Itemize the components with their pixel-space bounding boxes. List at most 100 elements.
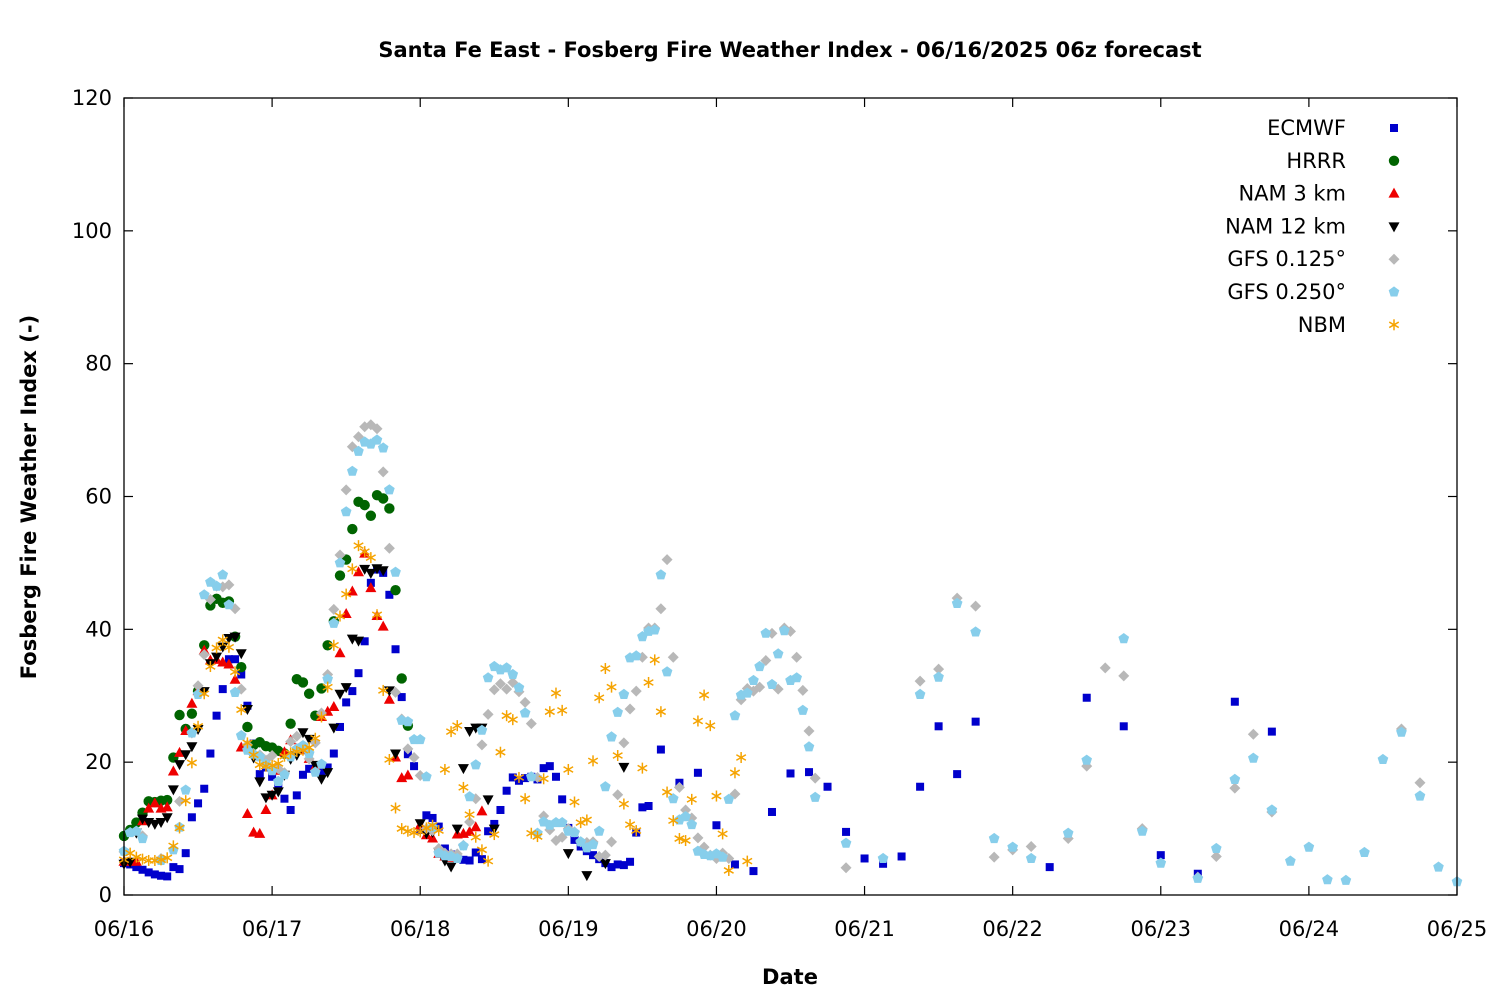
point-nam-3-km (396, 772, 408, 783)
point-nam-3-km (260, 803, 272, 814)
point-nam-12-km (377, 566, 389, 577)
point-gfs-0-250 (556, 817, 568, 828)
point-gfs-0-250 (223, 599, 235, 610)
point-gfs-0-125 (494, 678, 506, 690)
point-nam-3-km (241, 807, 253, 818)
point-nbm (686, 793, 697, 805)
point-hrrr (186, 708, 198, 719)
point-hrrr (285, 718, 296, 729)
point-nam-12-km (260, 793, 272, 804)
point-gfs-0-250 (729, 710, 741, 721)
point-gfs-0-125 (1118, 670, 1130, 682)
point-ecmwf (305, 764, 314, 773)
point-nbm (519, 793, 531, 805)
legend-label-nam-3-km: NAM 3 km (1238, 182, 1346, 206)
point-gfs-0-125 (266, 750, 278, 762)
point-nbm (371, 609, 383, 621)
point-nam-12-km (315, 774, 327, 785)
legend-marker-gfs-0-125 (1388, 253, 1400, 265)
point-nam-12-km (464, 726, 476, 737)
point-ecmwf (268, 772, 277, 781)
point-gfs-0-125 (791, 651, 803, 663)
point-hrrr (334, 570, 346, 581)
point-nam-12-km (303, 734, 315, 745)
point-ecmwf (212, 711, 221, 720)
point-ecmwf (323, 763, 332, 772)
point-nbm (316, 711, 327, 723)
point-gfs-0-250 (1377, 753, 1389, 764)
point-ecmwf (496, 805, 505, 814)
point-gfs-0-250 (600, 781, 611, 792)
point-nam-3-km (161, 801, 173, 812)
point-gfs-0-125 (680, 804, 692, 816)
y-tick-label: 120 (72, 86, 112, 110)
point-nam-12-km (211, 652, 223, 663)
point-gfs-0-125 (476, 739, 488, 751)
point-nam-12-km (482, 795, 494, 806)
point-ecmwf (150, 870, 159, 879)
point-hrrr (377, 493, 389, 504)
point-gfs-0-125 (673, 781, 685, 793)
legend: ECMWF HRRR NAM 3 km NAM 12 km GFS 0.125° GFS … (1225, 116, 1400, 337)
point-gfs-0-250 (593, 825, 605, 836)
point-gfs-0-250 (914, 688, 926, 699)
point-gfs-0-250 (661, 666, 673, 677)
point-nbm (254, 759, 265, 771)
point-nam-3-km (383, 693, 395, 704)
point-nbm (322, 681, 333, 693)
point-gfs-0-125 (402, 743, 414, 755)
point-nam-12-km (390, 749, 402, 760)
point-nbm (297, 744, 309, 756)
point-nbm (600, 663, 611, 675)
x-tick-label: 06/18 (390, 917, 451, 941)
point-nam-3-km (223, 658, 235, 669)
point-nam-12-km (155, 817, 167, 828)
point-gfs-0-250 (1118, 633, 1130, 644)
point-ecmwf (570, 835, 579, 844)
point-gfs-0-250 (482, 672, 494, 683)
point-hrrr (297, 677, 309, 688)
point-gfs-0-250 (211, 580, 222, 591)
x-tick-label: 06/19 (538, 917, 599, 941)
point-gfs-0-125 (285, 736, 297, 748)
point-nam-3-km (167, 765, 179, 776)
point-nbm (476, 844, 488, 856)
point-nam-12-km (322, 768, 334, 779)
point-nbm (378, 684, 389, 696)
point-ecmwf (292, 791, 301, 800)
point-gfs-0-250 (606, 731, 617, 742)
point-gfs-0-250 (347, 465, 358, 476)
point-gfs-0-250 (198, 589, 210, 600)
point-ecmwf (144, 868, 153, 877)
point-nam-12-km (562, 849, 574, 860)
x-tick-label: 06/17 (242, 917, 303, 941)
point-hrrr (161, 794, 173, 806)
point-ecmwf (508, 773, 517, 782)
point-gfs-0-125 (192, 680, 204, 692)
point-ecmwf (132, 863, 141, 872)
point-nam-3-km (402, 769, 414, 780)
point-gfs-0-250 (137, 832, 148, 844)
point-nam-12-km (457, 764, 469, 775)
point-ecmwf (644, 802, 653, 811)
point-gfs-0-250 (334, 557, 346, 568)
point-gfs-0-125 (334, 549, 346, 561)
point-gfs-0-250 (501, 662, 512, 673)
point-hrrr (359, 499, 370, 511)
point-ecmwf (391, 645, 400, 654)
point-ecmwf (175, 865, 184, 874)
y-tick-label: 0 (99, 883, 112, 907)
point-ecmwf (916, 782, 925, 791)
legend-marker-hrrr (1388, 155, 1400, 166)
point-gfs-0-250 (310, 766, 321, 777)
point-nbm (557, 704, 568, 716)
point-gfs-0-125 (624, 703, 636, 715)
point-ecmwf (138, 865, 147, 874)
point-nbm (612, 750, 623, 762)
point-gfs-0-250 (229, 686, 241, 697)
point-gfs-0-250 (476, 724, 488, 735)
point-nam-12-km (353, 636, 365, 647)
point-gfs-0-250 (390, 566, 401, 577)
point-ecmwf (329, 749, 338, 758)
point-nbm (723, 864, 734, 876)
